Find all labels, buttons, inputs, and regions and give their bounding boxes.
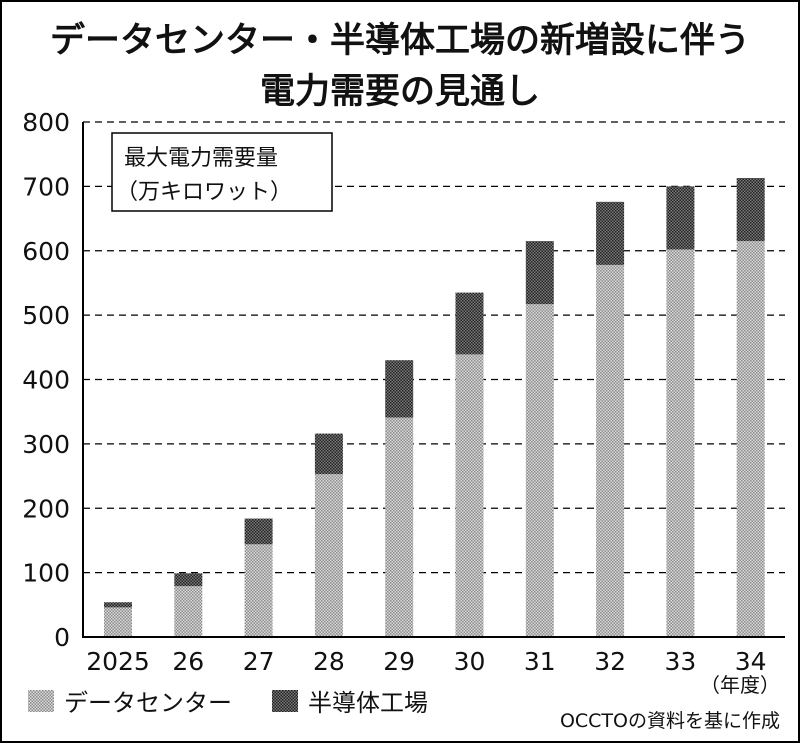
x-tick-label: 2025 [86,647,150,676]
y-tick-label: 100 [22,559,70,588]
bar-datacenter [666,249,695,637]
y-axis-label-line2: （万キロワット） [116,180,292,205]
x-tick-label: 27 [243,647,275,676]
x-tick-label: 30 [454,647,486,676]
legend-swatch-semiconductor [272,690,298,712]
bar-datacenter [385,417,414,637]
y-tick-label: 800 [22,108,70,137]
y-axis-label-line1: 最大電力需要量 [124,146,278,171]
bar-semiconductor [455,292,484,355]
bar-datacenter [736,241,765,637]
legend-swatch-datacenter [28,690,54,712]
bar-datacenter [244,544,273,637]
bar-semiconductor [385,360,414,418]
x-tick-label: 31 [524,647,556,676]
y-tick-label: 200 [22,494,70,523]
bar-semiconductor [666,186,695,250]
x-tick-label: 29 [383,647,415,676]
y-tick-label: 0 [54,623,70,652]
source-note: OCCTOの資料を基に作成 [560,710,780,732]
legend-label-datacenter: データセンター [64,689,232,717]
x-tick-label: 32 [594,647,626,676]
y-tick-label: 600 [22,237,70,266]
bar-semiconductor [244,518,273,545]
x-axis-label: （年度） [700,673,780,697]
legend-label-semiconductor: 半導体工場 [308,689,428,717]
bar-semiconductor [174,573,203,587]
x-tick-label: 28 [313,647,345,676]
bar-datacenter [174,586,203,637]
bar-datacenter [314,474,343,637]
bar-datacenter [104,607,132,637]
y-tick-label: 300 [22,430,70,459]
bar-datacenter [455,354,484,637]
bar-semiconductor [104,602,132,608]
bar-semiconductor [596,201,625,265]
y-tick-label: 700 [22,172,70,201]
bar-datacenter [525,304,554,637]
unit-label-box [111,132,333,212]
x-tick-label: 34 [735,647,767,676]
chart-title-line1: データセンター・半導体工場の新増設に伴う [50,20,750,61]
x-tick-label: 33 [664,647,696,676]
x-tick-label: 26 [172,647,204,676]
bar-semiconductor [314,433,343,475]
chart-title-line2: 電力需要の見通し [260,72,540,112]
bar-datacenter [596,264,625,637]
bar-semiconductor [736,178,765,242]
bar-semiconductor [525,241,554,305]
y-tick-label: 500 [22,301,70,330]
y-tick-label: 400 [22,366,70,395]
